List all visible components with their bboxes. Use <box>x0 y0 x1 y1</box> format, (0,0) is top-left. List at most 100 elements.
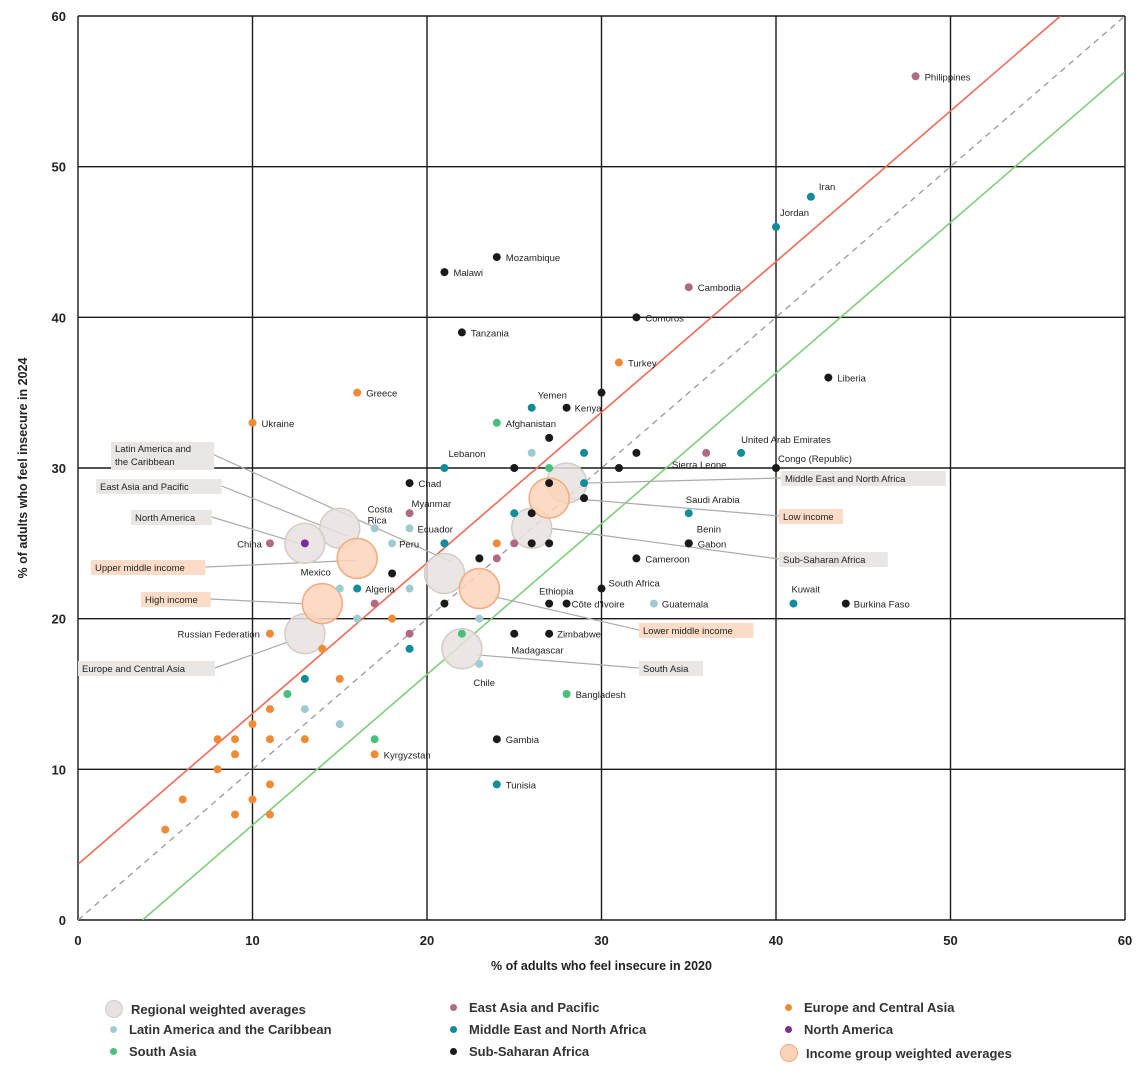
point-label: Saudi Arabia <box>686 495 741 506</box>
data-point-mena <box>789 599 798 608</box>
point-label: Chad <box>419 479 442 490</box>
data-point-europe-central-asia <box>318 644 327 653</box>
point-label: Cambodia <box>698 283 742 294</box>
data-point-south-asia <box>545 464 554 472</box>
data-point-sub-saharan <box>632 554 641 563</box>
data-point-sub-saharan <box>545 479 554 488</box>
x-axis-title: % of adults who feel insecure in 2020 <box>491 959 712 973</box>
callout-box <box>131 510 212 525</box>
legend-label: Regional weighted averages <box>131 1001 306 1017</box>
point-label: China <box>237 539 263 550</box>
data-point-mena <box>300 674 309 683</box>
legend-marker <box>450 1026 457 1033</box>
point-label: Liberia <box>837 374 866 385</box>
point-label: Lebanon <box>448 449 485 460</box>
legend-label: Sub-Saharan Africa <box>469 1044 590 1059</box>
point-label: Congo (Republic) <box>778 454 852 465</box>
data-point-latin-america <box>527 448 536 457</box>
regional-average-bubble <box>423 552 466 595</box>
callout-label: Sub-Saharan Africa <box>783 555 866 566</box>
data-point-latin-america <box>335 720 344 729</box>
callout-box <box>111 442 215 470</box>
legend-item-income-avg: Income group weighted averages <box>780 1044 1012 1062</box>
callout-connector <box>584 477 782 484</box>
point-label: Tunisia <box>506 780 537 791</box>
point-label: Côte d'Ivoire <box>572 600 625 611</box>
data-point-europe-central-asia <box>213 765 222 774</box>
callout-label: Latin America and the Caribbean <box>115 444 191 468</box>
data-point-sub-saharan <box>597 584 606 593</box>
callout-connector <box>214 641 290 669</box>
point-label: Ethiopia <box>539 587 574 598</box>
callout-box <box>91 560 206 575</box>
data-point-sub-saharan <box>772 464 780 472</box>
point-label: Gabon <box>698 539 727 550</box>
callout-box <box>779 552 888 567</box>
data-point-europe-central-asia <box>353 388 362 397</box>
data-point-mena <box>527 403 536 412</box>
legend-marker <box>785 1004 792 1011</box>
data-point-sub-saharan <box>597 388 606 397</box>
data-point-mena <box>580 448 589 457</box>
data-point-mena <box>405 644 414 653</box>
legend-item-south-asia: South Asia <box>105 1044 196 1059</box>
y-tick-label: 30 <box>52 461 66 476</box>
callout-box <box>639 623 754 638</box>
data-point-europe-central-asia <box>388 614 397 623</box>
data-point-south-asia <box>283 690 292 698</box>
data-point-north-america <box>300 539 309 548</box>
point-label: Jordan <box>780 208 809 219</box>
data-point-sub-saharan <box>562 403 571 412</box>
point-label: Chile <box>473 678 495 689</box>
data-point-east-asia-pacific <box>684 283 693 292</box>
data-point-europe-central-asia <box>231 735 240 744</box>
x-tick-label: 10 <box>245 933 259 948</box>
data-point-sub-saharan <box>475 554 484 563</box>
data-point-latin-america <box>649 599 658 608</box>
data-point-sub-saharan <box>440 599 449 608</box>
data-point-south-asia <box>562 690 571 698</box>
point-label: Mexico <box>301 568 331 579</box>
data-point-europe-central-asia <box>265 735 274 744</box>
data-point-sub-saharan <box>527 509 536 518</box>
y-axis-title: % of adults who feel insecure in 2024 <box>16 358 30 579</box>
callout-connector <box>211 516 300 544</box>
point-label: Ecuador <box>418 524 453 535</box>
data-point-europe-central-asia <box>300 735 309 744</box>
legend-marker <box>110 1026 117 1033</box>
callout-box <box>78 661 215 676</box>
point-label: Kuwait <box>791 585 820 596</box>
data-point-east-asia-pacific <box>370 599 379 608</box>
callout-connector <box>567 497 780 517</box>
data-point-europe-central-asia <box>265 629 274 638</box>
callout-box <box>779 509 843 524</box>
reference-lines <box>78 16 1125 920</box>
callout-box <box>141 592 211 607</box>
point-label: Algeria <box>365 585 395 596</box>
callout-box <box>639 661 703 676</box>
y-tick-label: 0 <box>59 913 66 928</box>
data-point-sub-saharan <box>545 599 554 608</box>
data-point-europe-central-asia <box>161 825 170 834</box>
data-point-sub-saharan <box>492 253 501 262</box>
point-label: Gambia <box>506 735 540 746</box>
data-point-east-asia-pacific <box>492 554 501 563</box>
point-label: Malawi <box>453 268 483 279</box>
data-point-mena <box>684 509 693 518</box>
data-point-sub-saharan <box>841 599 850 608</box>
data-point-south-asia <box>492 418 501 427</box>
data-point-sub-saharan <box>527 539 536 548</box>
data-point-latin-america <box>300 705 309 714</box>
point-label: Sierra Leone <box>672 460 726 471</box>
scatter-chart: 0 10 20 30 40 50 60 0 10 20 30 40 50 60 Philippines Ca… <box>16 9 1132 973</box>
x-tick-label: 30 <box>594 933 608 948</box>
legend-label: East Asia and Pacific <box>469 1000 600 1015</box>
callout-label: Low income <box>783 512 834 523</box>
point-label: Kenya <box>575 404 603 415</box>
legend-item-sub-saharan: Sub-Saharan Africa <box>445 1044 589 1059</box>
reference-line-upper <box>78 16 1061 865</box>
callout-label: Europe and Central Asia <box>82 664 186 675</box>
data-point-europe-central-asia <box>265 810 274 819</box>
callout-boxes: Middle East and North Africa Low income Su… <box>78 442 946 676</box>
point-label: Benin <box>697 524 721 535</box>
